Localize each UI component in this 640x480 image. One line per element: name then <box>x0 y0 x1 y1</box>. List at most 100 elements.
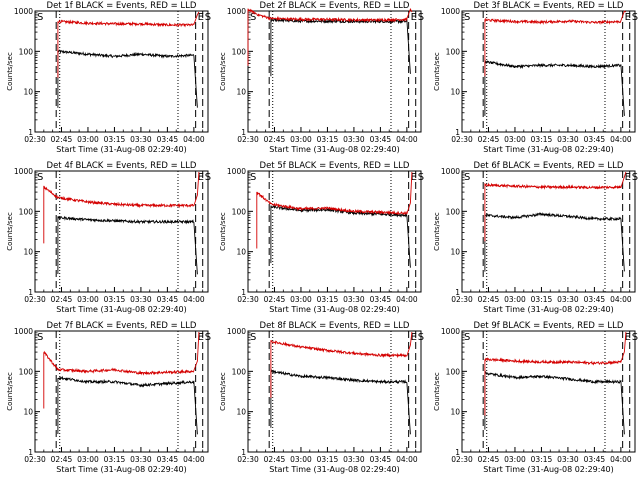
plot-frame <box>247 170 422 293</box>
interval-marker-label: E <box>411 172 417 183</box>
interval-marker-label: S <box>205 332 211 343</box>
x-tick-label: 02:30 <box>237 295 259 304</box>
x-tick-label: 02:45 <box>478 295 500 304</box>
interval-marker-label: S <box>37 12 43 23</box>
x-tick-label: 03:30 <box>557 135 579 144</box>
x-tick-label: 03:00 <box>77 455 99 464</box>
interval-marker-label: E <box>625 172 631 183</box>
interval-marker-label: S <box>250 12 256 23</box>
y-axis-label: Counts/sec <box>433 52 441 91</box>
x-tick-label: 04:00 <box>396 455 418 464</box>
interval-marker-label: E <box>625 12 631 23</box>
series-line-events <box>57 375 198 435</box>
interval-marker-label: S <box>37 172 43 183</box>
x-tick-label: 03:00 <box>504 295 526 304</box>
y-tick-label: 1 <box>241 448 246 457</box>
x-tick-label: 02:45 <box>478 455 500 464</box>
plot-frame <box>461 330 636 453</box>
y-axis-label: Counts/sec <box>6 52 14 91</box>
x-tick-label: 03:15 <box>317 455 339 464</box>
y-tick-label: 1 <box>241 128 246 137</box>
y-tick-label: 10 <box>236 248 246 257</box>
y-tick-label: 10 <box>236 408 246 417</box>
x-tick-label: 03:00 <box>77 295 99 304</box>
y-tick-label: 1 <box>241 288 246 297</box>
chart-panel-7: Det 7f BLACK = Events, RED = LLD 1 10 100 10… <box>6 321 211 474</box>
plot-frame <box>247 330 422 453</box>
y-axis-label: Counts/sec <box>6 212 14 251</box>
x-tick-label: 03:30 <box>343 295 365 304</box>
y-axis-label: Counts/sec <box>433 372 441 411</box>
y-axis-label: Counts/sec <box>6 372 14 411</box>
series-line-events <box>270 369 411 435</box>
x-tick-label: 03:15 <box>104 135 126 144</box>
x-tick-label: 03:45 <box>370 295 392 304</box>
y-tick-label: 100 <box>232 367 247 376</box>
interval-marker-label: S <box>250 332 256 343</box>
x-tick-label: 03:30 <box>130 455 152 464</box>
x-axis-label: Start Time (31-Aug-08 02:29:40) <box>483 145 614 154</box>
x-tick-label: 03:30 <box>557 295 579 304</box>
chart-panel-8: Det 8f BLACK = Events, RED = LLD 1 10 100 10… <box>219 321 424 474</box>
interval-marker-label: S <box>418 12 424 23</box>
x-tick-label: 02:30 <box>237 135 259 144</box>
y-axis-label: Counts/sec <box>433 212 441 251</box>
chart-title: Det 2f BLACK = Events, RED = LLD <box>260 1 410 11</box>
y-tick-label: 10 <box>450 248 460 257</box>
series-line-events <box>484 212 625 272</box>
interval-marker-label: E <box>411 332 417 343</box>
x-tick-label: 02:30 <box>24 455 46 464</box>
x-axis-label: Start Time (31-Aug-08 02:29:40) <box>56 145 187 154</box>
series-line-lld <box>43 331 200 409</box>
plot-frame <box>34 10 209 133</box>
y-tick-label: 10 <box>450 408 460 417</box>
y-tick-label: 1 <box>455 128 460 137</box>
x-tick-label: 02:45 <box>51 455 73 464</box>
interval-marker-label: E <box>198 172 204 183</box>
interval-marker-label: E <box>198 332 204 343</box>
series-line-lld <box>43 171 200 244</box>
x-tick-label: 03:15 <box>317 135 339 144</box>
x-tick-label: 03:45 <box>370 455 392 464</box>
x-tick-label: 04:00 <box>183 135 205 144</box>
y-tick-label: 1000 <box>227 167 246 176</box>
x-tick-label: 04:00 <box>396 135 418 144</box>
y-tick-label: 1 <box>455 288 460 297</box>
plot-frame <box>461 170 636 293</box>
series-line-lld <box>256 171 413 249</box>
chart-panel-3: Det 3f BLACK = Events, RED = LLD 1 10 100 10… <box>433 1 638 154</box>
x-tick-label: 02:30 <box>451 295 473 304</box>
series-line-lld <box>247 7 413 66</box>
series-line-events <box>57 49 198 108</box>
x-tick-label: 04:00 <box>183 295 205 304</box>
y-tick-label: 1 <box>28 288 33 297</box>
y-tick-label: 10 <box>23 88 33 97</box>
x-tick-label: 03:15 <box>317 295 339 304</box>
series-line-lld <box>484 171 627 242</box>
x-tick-label: 03:00 <box>290 295 312 304</box>
interval-marker-label: S <box>418 332 424 343</box>
interval-marker-label: S <box>464 172 470 183</box>
x-tick-label: 04:00 <box>610 455 632 464</box>
x-axis-label: Start Time (31-Aug-08 02:29:40) <box>56 305 187 314</box>
y-tick-label: 1000 <box>227 7 246 16</box>
chart-title: Det 8f BLACK = Events, RED = LLD <box>260 321 410 331</box>
chart-title: Det 9f BLACK = Events, RED = LLD <box>474 321 624 331</box>
y-tick-label: 1 <box>28 128 33 137</box>
series-line-lld <box>270 331 413 398</box>
y-tick-label: 100 <box>232 207 247 216</box>
series-line-events <box>484 59 625 116</box>
y-tick-label: 100 <box>19 367 34 376</box>
interval-marker-label: S <box>37 332 43 343</box>
y-axis-label: Counts/sec <box>219 212 227 251</box>
x-tick-label: 02:30 <box>451 455 473 464</box>
y-tick-label: 1 <box>28 448 33 457</box>
x-tick-label: 03:30 <box>557 455 579 464</box>
x-tick-label: 02:45 <box>264 295 286 304</box>
x-tick-label: 03:45 <box>157 295 179 304</box>
x-tick-label: 04:00 <box>183 455 205 464</box>
x-axis-label: Start Time (31-Aug-08 02:29:40) <box>269 145 400 154</box>
chart-title: Det 1f BLACK = Events, RED = LLD <box>47 1 197 11</box>
interval-marker-label: S <box>250 172 256 183</box>
y-tick-label: 1000 <box>441 327 460 336</box>
